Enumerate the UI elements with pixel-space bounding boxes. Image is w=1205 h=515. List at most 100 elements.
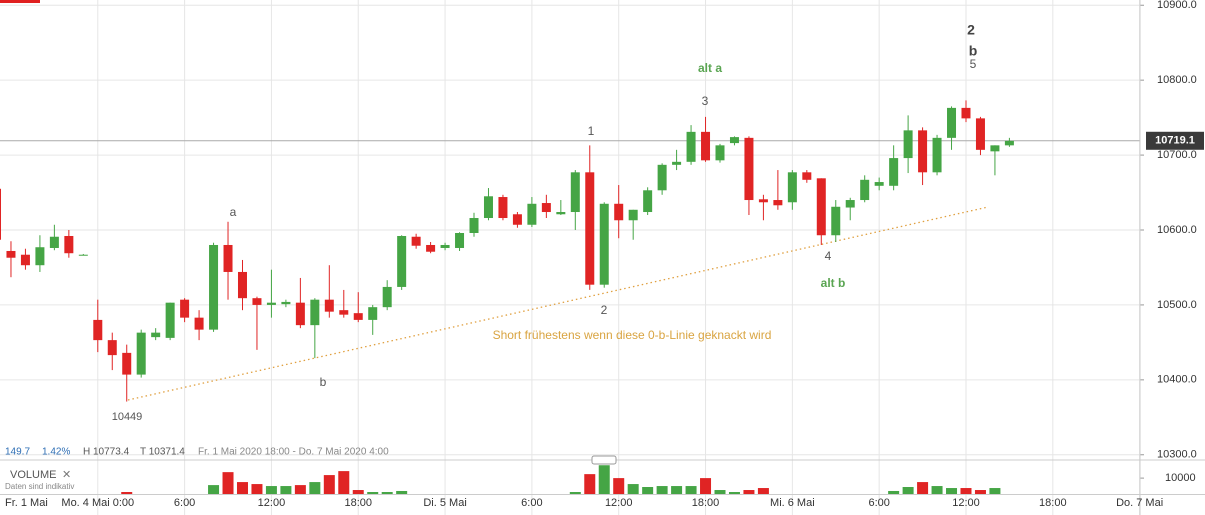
volume-bar: [989, 488, 1001, 494]
volume-bar: [888, 490, 900, 494]
candle-body: [165, 302, 175, 338]
high: H 10773.4: [83, 447, 130, 458]
candle-body: [701, 131, 711, 161]
y-tick-label: 10900.0: [1157, 0, 1197, 11]
candle-body: [729, 137, 739, 144]
candles: [0, 100, 1014, 402]
volume-bar: [598, 465, 610, 494]
candle-body: [35, 247, 45, 266]
candle-body: [64, 235, 74, 254]
volume-bar: [396, 490, 408, 494]
candle-body: [744, 137, 754, 201]
candle-body: [903, 130, 913, 159]
candle-body: [180, 299, 190, 318]
candle-body: [889, 158, 899, 186]
annotation: alt b: [821, 276, 846, 290]
annotation: b: [969, 43, 978, 59]
volume-bar: [323, 475, 335, 494]
date-range: Fr. 1 Mai 2020 18:00 - Do. 7 Mai 2020 4:…: [198, 447, 389, 458]
volume-bar: [367, 492, 379, 494]
x-tick-label: Do. 7 Mai: [1116, 497, 1163, 509]
candle-body: [932, 137, 942, 173]
candle-body: [483, 196, 493, 219]
candle-body: [339, 310, 349, 315]
volume-bar: [974, 490, 986, 494]
candle-body: [512, 214, 522, 225]
annotation: Short frühestens wenn diese 0-b-Linie ge…: [493, 328, 772, 342]
annotation: 5: [970, 57, 977, 71]
candle-body: [643, 190, 653, 213]
candle-body: [252, 298, 262, 305]
volume-bar: [642, 487, 654, 494]
change: 149.7: [5, 447, 30, 458]
candle-body: [599, 203, 609, 285]
annotation: 2: [601, 303, 608, 317]
candle-body: [961, 107, 971, 119]
candle-body: [614, 203, 624, 221]
candle-body: [93, 319, 103, 341]
candle-body: [758, 199, 768, 203]
close-volume[interactable]: ✕: [62, 469, 71, 481]
y-tick-label: 10500.0: [1157, 299, 1197, 311]
candle-body: [107, 340, 117, 356]
annotation: 4: [825, 249, 832, 263]
annotation: a: [230, 205, 237, 219]
volume-bar: [265, 486, 277, 494]
candle-body: [151, 332, 161, 338]
y-tick-label: 10700.0: [1157, 149, 1197, 161]
candle-body: [397, 235, 407, 287]
candle-body: [411, 236, 421, 246]
volume-bar: [960, 488, 972, 494]
annotation: 1: [588, 124, 595, 138]
x-tick-label: 6:00: [521, 497, 542, 509]
volume-bar: [714, 490, 726, 494]
volume-bar: [121, 492, 133, 494]
volume-tick-label: 10000: [1165, 472, 1196, 484]
candle-body: [802, 172, 812, 180]
volume-bars: [121, 465, 1001, 494]
volume-bar: [613, 478, 625, 494]
candle-body: [20, 254, 30, 266]
x-tick-label: Di. 5 Mai: [423, 497, 466, 509]
candle-body: [266, 302, 276, 305]
candle-body: [831, 206, 841, 236]
annotation: 3: [702, 94, 709, 108]
x-tick-label: 6:00: [174, 497, 195, 509]
volume-bar: [728, 492, 740, 494]
candle-body: [237, 271, 247, 299]
candle-body: [585, 172, 595, 285]
volume-bar: [222, 472, 234, 494]
volume-bar: [931, 486, 943, 494]
candle-body: [874, 182, 884, 186]
annotation: b: [320, 375, 327, 389]
volume-title: VOLUME: [10, 469, 56, 481]
candle-body: [860, 179, 870, 201]
last-price-box: [1146, 131, 1204, 150]
panel-resize-handle[interactable]: [591, 455, 617, 465]
candle-body: [368, 307, 378, 320]
candle-body: [0, 188, 1, 240]
candle-body: [628, 209, 638, 221]
candle-body: [715, 145, 725, 161]
candle-body: [773, 200, 783, 206]
candle-body: [49, 236, 59, 248]
candle-body: [382, 286, 392, 308]
candle-body: [686, 131, 696, 162]
volume-bar: [743, 490, 755, 494]
x-tick-label: 12:00: [258, 497, 286, 509]
note: Daten sind indikativ: [5, 482, 74, 491]
volume-bar: [569, 492, 581, 494]
change-percent: 1.42%: [42, 447, 70, 458]
y-tick-label: 10400.0: [1157, 374, 1197, 386]
volume-bar: [584, 474, 596, 494]
volume-bar: [757, 488, 769, 494]
volume-bar: [381, 492, 393, 494]
candle-body: [1004, 140, 1014, 146]
y-tick-label: 10800.0: [1157, 74, 1197, 86]
x-tick-label: Mi. 6 Mai: [770, 497, 815, 509]
volume-bar: [309, 482, 321, 494]
candle-body: [310, 299, 320, 326]
x-tick-label: Mo. 4 Mai 0:00: [61, 497, 134, 509]
x-tick-label: 12:00: [952, 497, 980, 509]
candle-body: [426, 244, 436, 252]
